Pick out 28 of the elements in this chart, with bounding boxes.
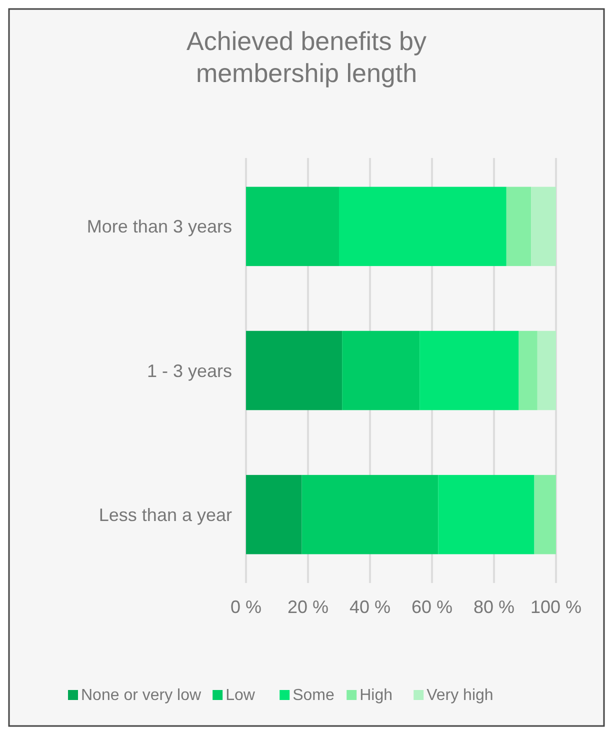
bar [518, 330, 538, 410]
legend-label: None or very low [81, 687, 202, 704]
x-tick-label: 0 % [230, 597, 262, 617]
bar [531, 186, 556, 266]
bar [302, 474, 438, 554]
bar [420, 330, 519, 410]
bar [537, 330, 556, 410]
legend-label: Very high [426, 687, 494, 704]
x-tick-label: 60 % [411, 597, 453, 617]
y-tick-label: 1 - 3 years [146, 360, 232, 381]
y-tick-label: More than 3 years [86, 216, 232, 237]
chart-title: Achieved benefits by membership length [186, 26, 426, 88]
x-tick-label: 20 % [287, 597, 329, 617]
bar [506, 186, 532, 266]
bar [339, 186, 506, 266]
legend-label: Low [226, 687, 256, 704]
bar [246, 330, 342, 410]
x-tick-label: 80 % [473, 597, 515, 617]
x-tick-label: 100 % [530, 597, 582, 617]
y-tick-label: Less than a year [98, 504, 232, 525]
bar [246, 186, 339, 266]
bar [246, 474, 302, 554]
bar [534, 474, 556, 554]
legend-label: Some [292, 687, 334, 704]
legend-label: High [360, 687, 393, 704]
bar [438, 474, 534, 554]
bar [342, 330, 420, 410]
x-tick-label: 40 % [349, 597, 391, 617]
